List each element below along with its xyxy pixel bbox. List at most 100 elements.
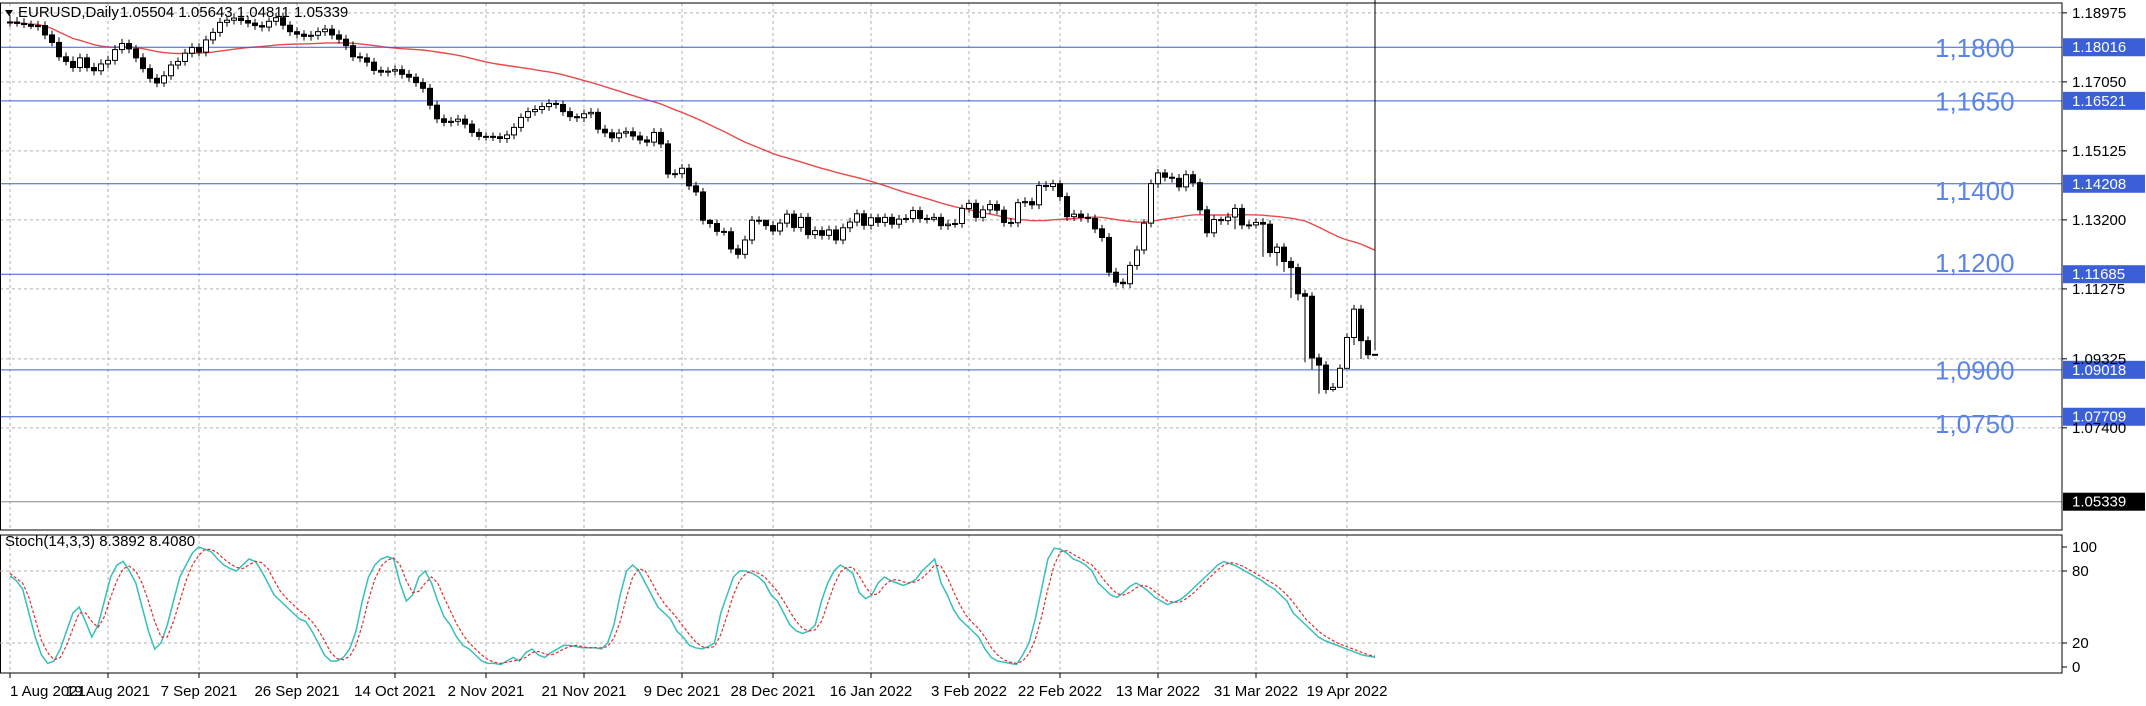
candle — [749, 215, 755, 245]
time-tick-label: 19 Apr 2022 — [1307, 683, 1388, 700]
candle — [672, 169, 678, 178]
candle-body — [525, 111, 531, 118]
candle-body — [973, 202, 979, 218]
candle-body — [938, 216, 944, 227]
candle-body — [133, 48, 139, 59]
candle — [980, 205, 986, 222]
candle — [1036, 181, 1042, 210]
candle-body — [266, 20, 272, 28]
candle — [476, 128, 482, 141]
candle-body — [1043, 184, 1049, 188]
candle-body — [105, 59, 111, 65]
candle — [7, 14, 13, 27]
candle-body — [602, 128, 608, 134]
main-pane-frame — [0, 2, 2063, 531]
candle — [147, 64, 153, 83]
candle — [105, 55, 111, 69]
candle-body — [749, 219, 755, 241]
chart-header: EURUSD,Daily 1.05504 1.05643 1.04811 1.0… — [5, 4, 348, 21]
candle-body — [406, 73, 412, 78]
candle-body — [931, 216, 937, 220]
candle-body — [119, 43, 125, 51]
candle — [1232, 204, 1238, 230]
candle-body — [1022, 201, 1028, 204]
candle — [161, 71, 167, 87]
candle-body — [217, 21, 223, 33]
candle-body — [1155, 172, 1161, 185]
candle — [826, 225, 832, 240]
candlesticks — [7, 0, 1378, 394]
candle — [21, 18, 27, 29]
candle — [1141, 219, 1147, 255]
candle-body — [434, 104, 440, 120]
candle-body — [364, 57, 370, 63]
candle-body — [959, 207, 965, 224]
level-price-tag — [2063, 91, 2145, 110]
candle-body — [623, 131, 629, 134]
candle-body — [189, 46, 195, 54]
candle-body — [98, 63, 104, 72]
candle — [420, 78, 426, 93]
candle-body — [1204, 209, 1210, 234]
candle-body — [1190, 174, 1196, 184]
candle-body — [56, 41, 62, 58]
candle — [588, 108, 594, 119]
candle-body — [896, 218, 902, 225]
candle-body — [1071, 213, 1077, 218]
candle-body — [987, 203, 993, 211]
candle-body — [924, 217, 930, 220]
candle — [546, 99, 552, 111]
candle-body — [840, 227, 846, 241]
candle — [735, 244, 741, 259]
candle — [602, 124, 608, 138]
candle-body — [1218, 219, 1224, 222]
level-label: 1,1200 — [1935, 248, 2015, 278]
moving-average-line — [9, 21, 1376, 251]
candle — [1302, 289, 1308, 363]
candle-body — [392, 69, 398, 72]
candle — [539, 102, 545, 114]
price-tick-label: 1.18975 — [2072, 5, 2126, 22]
candle-body — [721, 230, 727, 233]
candle-body — [196, 46, 202, 53]
candle-body — [1085, 216, 1091, 219]
candle — [1057, 180, 1063, 201]
candle — [1197, 178, 1203, 215]
candle — [889, 213, 895, 229]
candle — [686, 163, 692, 191]
time-tick-label: 22 Feb 2022 — [1018, 683, 1102, 700]
dropdown-arrow-icon[interactable] — [5, 10, 13, 16]
candle-body — [147, 68, 153, 79]
candle-body — [532, 108, 538, 113]
time-tick-label: 3 Feb 2022 — [931, 683, 1007, 700]
candle — [630, 127, 636, 141]
candle — [1351, 304, 1357, 346]
candle-body — [483, 135, 489, 138]
candle-body — [980, 209, 986, 218]
candle — [448, 117, 454, 127]
candle-body — [308, 34, 314, 37]
candle — [392, 65, 398, 76]
candle-body — [854, 213, 860, 223]
candle — [1169, 172, 1175, 183]
candle-body — [427, 87, 433, 106]
candle-body — [1316, 357, 1322, 366]
level-price-tag — [2063, 265, 2145, 284]
candle-body — [812, 230, 818, 236]
candle — [875, 213, 881, 227]
level-label: 1,0900 — [1935, 355, 2015, 385]
candle — [112, 44, 118, 65]
candle-body — [553, 102, 559, 105]
candle-body — [294, 31, 300, 35]
candle — [413, 73, 419, 87]
symbol-label: EURUSD,Daily — [18, 4, 119, 21]
candle-body — [511, 126, 517, 136]
time-tick-label: 21 Nov 2021 — [541, 683, 626, 700]
candle — [896, 214, 902, 229]
candle — [217, 17, 223, 37]
candle — [931, 213, 937, 222]
candle — [245, 16, 251, 28]
candle-body — [371, 61, 377, 71]
candle — [42, 21, 48, 40]
